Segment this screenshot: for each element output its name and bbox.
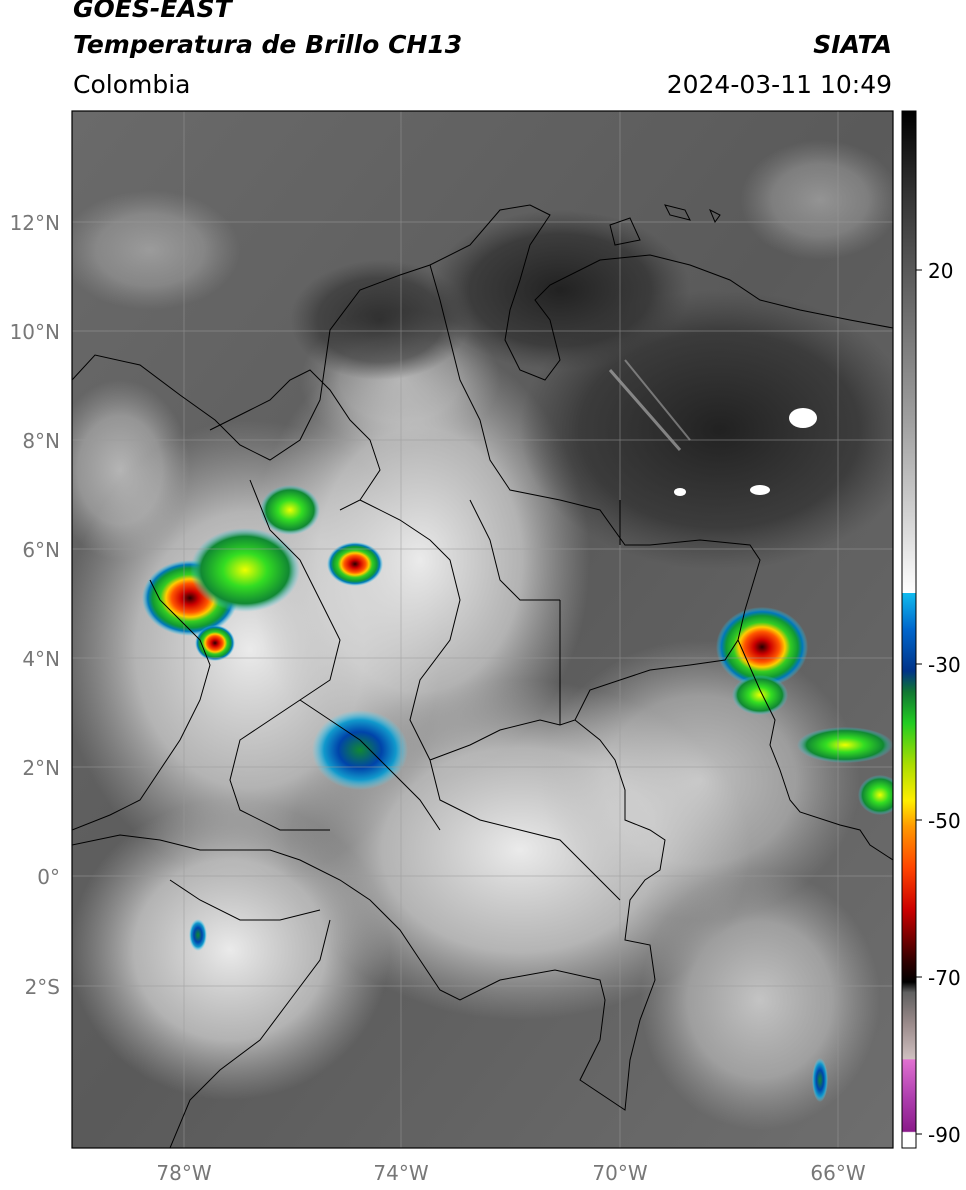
lat-label: 2°S	[25, 975, 60, 999]
lat-label: 6°N	[22, 538, 60, 562]
timestamp-label: 2024-03-11 10:49	[666, 70, 892, 99]
colorbar-tick: 20	[928, 259, 953, 283]
lon-label: 78°W	[156, 1161, 211, 1185]
imagery	[72, 111, 893, 1148]
longitude-labels: 78°W 74°W 70°W 66°W	[156, 1161, 865, 1185]
colorbar-tick: -50	[928, 809, 961, 833]
colorbar-tick: -30	[928, 653, 961, 677]
lon-label: 66°W	[810, 1161, 865, 1185]
lon-label: 74°W	[373, 1161, 428, 1185]
colorbar: 20 -30 -50 -70 -90	[901, 110, 961, 1149]
lat-label: 12°N	[10, 211, 60, 235]
grid-lines	[72, 111, 893, 1148]
lat-label: 8°N	[22, 429, 60, 453]
lat-label: 10°N	[10, 320, 60, 344]
borders	[72, 204, 893, 1148]
product-title: Temperatura de Brillo CH13	[73, 30, 463, 59]
lat-label: 2°N	[22, 756, 60, 780]
map-frame	[71, 110, 894, 1149]
colorbar-tick: -90	[928, 1123, 961, 1147]
colorbar-tick: -70	[928, 966, 961, 990]
lat-label: 0°	[37, 865, 60, 889]
colorbar-scale	[901, 110, 917, 1149]
lon-label: 70°W	[592, 1161, 647, 1185]
brand-label: SIATA	[813, 30, 892, 59]
latitude-labels: 12°N 10°N 8°N 6°N 4°N 2°N 0° 2°S	[10, 211, 60, 999]
region-label: Colombia	[73, 70, 191, 99]
lat-label: 4°N	[22, 647, 60, 671]
satellite-title: GOES-EAST	[73, 0, 232, 23]
